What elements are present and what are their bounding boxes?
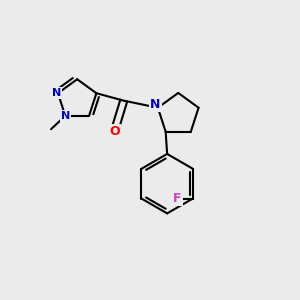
Text: N: N [150,98,161,111]
Text: N: N [61,111,70,121]
Text: O: O [110,125,120,138]
Text: F: F [173,192,182,205]
Text: N: N [52,88,61,98]
